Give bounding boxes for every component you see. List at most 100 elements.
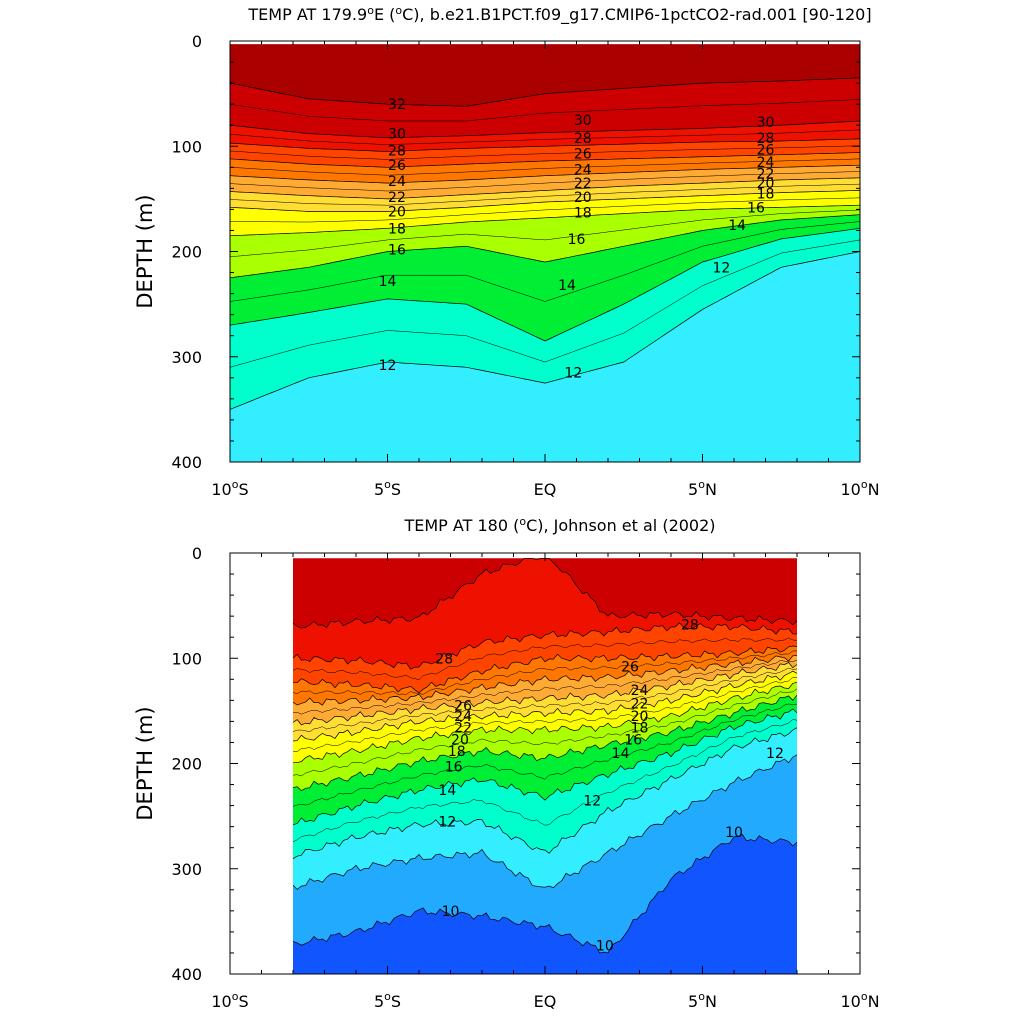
x-tick-label: EQ: [534, 992, 557, 1011]
contour-label: 24: [631, 683, 649, 699]
contour-label: 12: [379, 358, 397, 374]
contour-label: 22: [631, 697, 649, 713]
contour-label: 14: [438, 783, 456, 799]
contour-label: 30: [574, 113, 592, 129]
contour-label: 18: [757, 187, 775, 203]
contour-label: 26: [574, 147, 592, 163]
contour-label: 26: [454, 699, 472, 715]
contour-line-minor: [230, 197, 861, 223]
contour-line-32: [229, 77, 861, 107]
contour-line-28: [229, 138, 861, 152]
contour-label: 24: [454, 709, 472, 725]
contour-line-20: [292, 670, 798, 742]
contour-label: 20: [574, 190, 592, 206]
contour-label: 10: [596, 939, 614, 955]
contour-label: 28: [681, 618, 699, 634]
contour-label: 28: [574, 131, 592, 147]
contour-line-minor: [229, 145, 861, 160]
chart-title: TEMP AT 179.9oE (oC), b.e21.B1PCT.f09_g1…: [247, 4, 871, 25]
contour-label: 16: [388, 242, 406, 258]
contour-line-22: [229, 177, 861, 200]
contour-label: 22: [454, 721, 472, 737]
contour-label: 22: [757, 167, 775, 183]
x-tick-label: 5oN: [688, 478, 717, 499]
contour-line-minor: [292, 650, 798, 695]
y-tick-label: 200: [171, 243, 202, 262]
contour-line-minor: [229, 158, 861, 176]
contour-line-minor: [292, 703, 798, 807]
contour-line-22: [292, 662, 798, 726]
contour-label: 14: [379, 274, 397, 290]
contour-label: 24: [757, 155, 775, 171]
contour-label: 26: [388, 158, 406, 174]
contour-label: 18: [574, 206, 592, 222]
contour-label: 22: [574, 176, 592, 192]
contour-line-24: [292, 655, 798, 706]
x-tick-label: 5oS: [374, 990, 401, 1011]
x-tick-label: 10oS: [211, 478, 248, 499]
contour-label: 16: [445, 760, 463, 776]
contour-label: 12: [766, 746, 784, 762]
y-tick-label: 0: [192, 32, 202, 51]
contour-line-28: [292, 622, 798, 670]
y-tick-label: 100: [171, 649, 202, 668]
contour-label: 20: [388, 205, 406, 221]
contour-line-12: [229, 251, 861, 410]
x-tick-label: 10oN: [840, 478, 879, 499]
contour-label: 18: [448, 744, 466, 760]
y-tick-label: 300: [171, 348, 202, 367]
x-tick-label: EQ: [534, 480, 557, 499]
contour-line-minor: [229, 129, 861, 145]
contour-label: 10: [725, 825, 743, 841]
contour-label: 10: [442, 904, 460, 920]
y-axis-label: DEPTH (m): [133, 194, 157, 308]
contour-label: 12: [583, 793, 601, 809]
contour-line-26: [293, 645, 798, 694]
contour-line-minor: [292, 688, 798, 777]
x-tick-label: 10oN: [840, 990, 879, 1011]
contour-line-16: [292, 694, 798, 792]
contour-label: 20: [631, 709, 649, 725]
contour-line-minor: [229, 183, 861, 206]
contour-label: 12: [564, 366, 582, 382]
y-tick-label: 400: [171, 965, 202, 984]
contour-label: 18: [631, 721, 649, 737]
x-tick-label: 5oS: [374, 478, 401, 499]
contour-line-minor: [292, 637, 798, 681]
y-tick-label: 300: [171, 860, 202, 879]
contour-line-minor: [229, 171, 861, 192]
contour-label: 12: [438, 814, 456, 830]
contour-line-minor: [293, 659, 798, 715]
contour-line-minor: [229, 239, 861, 368]
contour-label: 14: [728, 218, 746, 234]
contour-line-24: [229, 164, 861, 184]
contour-line-20: [229, 190, 861, 212]
contour-label: 32: [388, 97, 406, 113]
contour-line-12: [292, 727, 798, 860]
contour-line-30: [229, 120, 861, 139]
fill-band-10: [293, 834, 797, 974]
contour-label: 14: [612, 746, 630, 762]
contour-label: 12: [712, 260, 730, 276]
contour-line-minor: [229, 209, 861, 258]
contour-line-11: [292, 754, 798, 890]
fill-band-12: [230, 251, 860, 462]
contour-label: 22: [388, 190, 406, 206]
contour-label: 28: [388, 143, 406, 159]
contour-line-16: [229, 214, 861, 279]
contour-line-18: [229, 204, 861, 237]
contour-line-14: [292, 708, 798, 826]
contour-label: 20: [757, 176, 775, 192]
contour-line-minor: [292, 719, 798, 843]
y-tick-label: 400: [171, 453, 202, 472]
contour-label: 14: [558, 278, 576, 294]
contour-label: 28: [757, 131, 775, 147]
contour-label: 26: [757, 142, 775, 158]
contour-label: 18: [388, 221, 406, 237]
contour-line-26: [229, 152, 861, 168]
contour-label: 24: [574, 162, 592, 178]
contour-label: 24: [388, 174, 406, 190]
x-tick-label: 10oS: [211, 990, 248, 1011]
contour-line-18: [293, 681, 798, 764]
